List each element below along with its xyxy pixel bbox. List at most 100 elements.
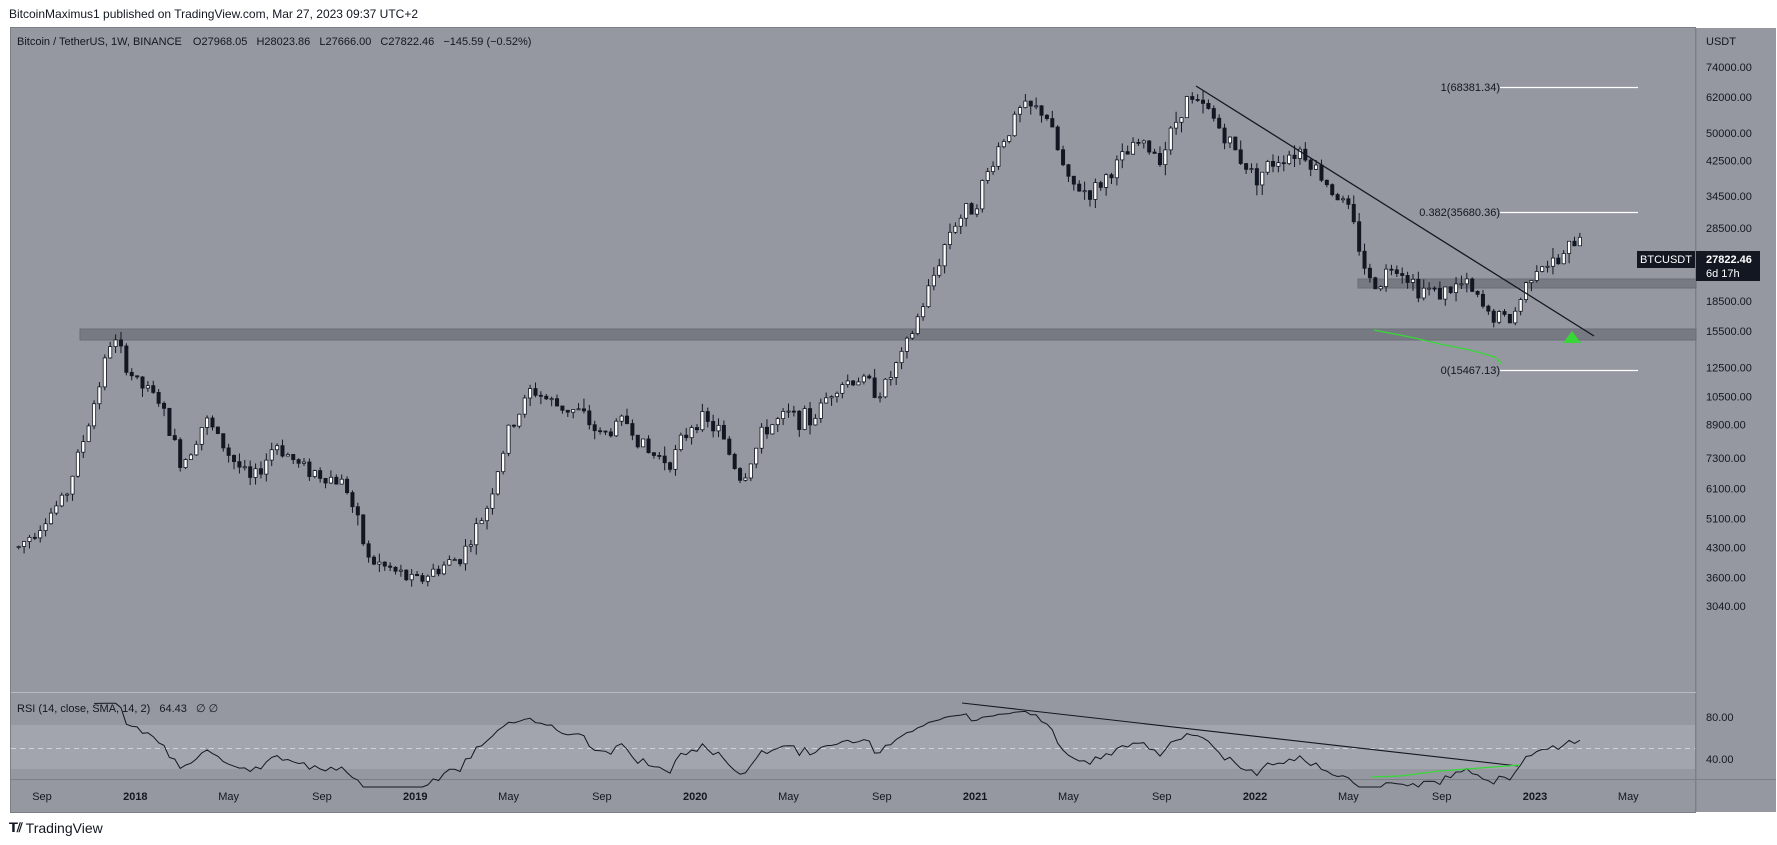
- candle-body: [1384, 268, 1389, 288]
- candle-body: [598, 430, 603, 433]
- candle-body: [70, 475, 75, 495]
- candle-body: [38, 530, 43, 539]
- rsi-band: [11, 725, 1695, 769]
- candle-body: [167, 407, 172, 436]
- candle-body: [1141, 140, 1146, 144]
- candle-body: [264, 459, 269, 475]
- candle-body: [135, 375, 140, 378]
- candle-body: [813, 417, 818, 426]
- candle-body: [420, 575, 425, 582]
- candle-body: [614, 420, 619, 437]
- fib-label-0382: 0.382(35680.36): [1419, 207, 1500, 219]
- symbol-tag-label: BTCUSDT: [1640, 254, 1692, 266]
- price-tick-0: 74000.00: [1706, 62, 1752, 74]
- candle-body: [199, 427, 204, 445]
- candle-body: [1039, 105, 1044, 116]
- price-tick-14: 5100.00: [1706, 514, 1746, 526]
- low-label: L: [319, 36, 325, 48]
- time-tick-15: Sep: [1432, 791, 1452, 803]
- candle-body: [409, 573, 414, 581]
- candle-body: [1454, 283, 1459, 293]
- candle-body: [398, 569, 403, 572]
- candle-body: [1125, 151, 1130, 155]
- candle-body: [1351, 203, 1356, 223]
- candle-body: [232, 455, 237, 463]
- price-axis-bar: [1696, 28, 1776, 812]
- candle-body: [118, 339, 123, 347]
- candle-body: [1136, 141, 1141, 144]
- candle-body: [1201, 99, 1206, 104]
- open-value: 27968.05: [201, 36, 247, 48]
- candle-body: [183, 459, 188, 468]
- rsi-tick-80: 80.00: [1706, 712, 1734, 724]
- time-tick-7: 2020: [683, 791, 707, 803]
- candle-body: [689, 427, 694, 439]
- price-tick-7: 18500.00: [1706, 296, 1752, 308]
- candle-body: [948, 231, 953, 245]
- candle-body: [490, 493, 495, 509]
- candle-body: [1470, 278, 1475, 292]
- candle-body: [565, 409, 570, 413]
- candle-body: [495, 471, 500, 495]
- candle-body: [781, 411, 786, 420]
- candle-body: [517, 413, 522, 427]
- candle-body: [754, 447, 759, 465]
- candle-body: [371, 556, 376, 565]
- candle-body: [81, 441, 86, 453]
- candle-body: [646, 438, 651, 454]
- candle-body: [27, 536, 32, 542]
- candle-body: [1448, 286, 1453, 293]
- candle-body: [361, 514, 366, 545]
- candle-body: [673, 449, 678, 470]
- candle-body: [840, 384, 845, 394]
- time-tick-2: May: [218, 791, 239, 803]
- candle-body: [1012, 113, 1017, 137]
- candle-body: [1437, 287, 1442, 300]
- candle-body: [883, 378, 888, 398]
- candle-body: [555, 398, 560, 407]
- candle-body: [1184, 96, 1189, 119]
- candle-body: [861, 375, 866, 383]
- candle-body: [727, 438, 732, 455]
- candle-body: [759, 426, 764, 449]
- candle-body: [75, 451, 80, 477]
- candle-body: [974, 208, 979, 215]
- candle-body: [1502, 311, 1507, 315]
- candle-body: [1098, 182, 1103, 188]
- price-tag-value: 27822.46: [1706, 254, 1752, 266]
- candle-body: [1131, 141, 1136, 155]
- low-value: 27666.00: [325, 36, 371, 48]
- candle-body: [511, 424, 516, 427]
- candle-body: [791, 410, 796, 413]
- time-tick-3: Sep: [312, 791, 332, 803]
- time-tick-10: 2021: [963, 791, 987, 803]
- candle-body: [1211, 108, 1216, 119]
- candle-body: [210, 417, 215, 428]
- candle-body: [1077, 183, 1082, 192]
- candle-body: [1222, 127, 1227, 144]
- price-tick-10: 10500.00: [1706, 392, 1752, 404]
- candle-body: [926, 285, 931, 308]
- time-tick-13: 2022: [1243, 791, 1267, 803]
- candle-body: [1421, 287, 1426, 299]
- candle-body: [296, 459, 301, 464]
- price-tick-15: 4300.00: [1706, 542, 1746, 554]
- candle-body: [172, 435, 177, 441]
- candle-body: [345, 478, 350, 493]
- time-tick-1: 2018: [123, 791, 147, 803]
- candle-body: [851, 380, 856, 386]
- candle-body: [1190, 96, 1195, 100]
- candle-body: [996, 146, 1001, 167]
- candle-body: [1497, 311, 1502, 323]
- candle-body: [581, 408, 586, 412]
- candle-body: [253, 468, 258, 478]
- candle-body: [140, 376, 145, 389]
- tradingview-logo-icon: 𝗧⫽: [9, 820, 23, 835]
- candle-body: [953, 225, 958, 233]
- price-tag-countdown: 6d 17h: [1706, 268, 1740, 280]
- candle-body: [560, 405, 565, 411]
- candle-body: [328, 476, 333, 484]
- candle-body: [1087, 190, 1092, 200]
- candle-body: [86, 425, 91, 442]
